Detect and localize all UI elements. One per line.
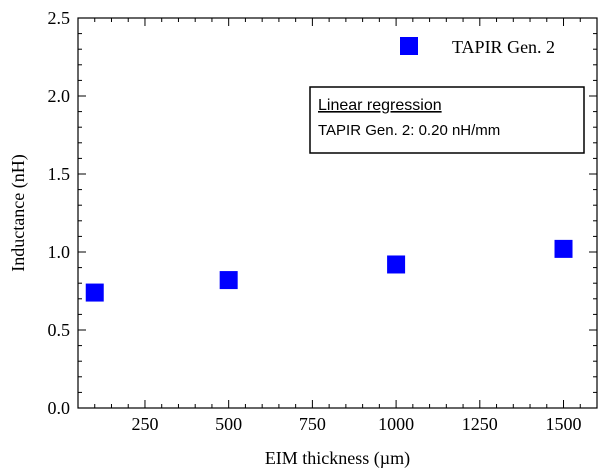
y-tick-label: 2.5 bbox=[48, 8, 71, 28]
y-tick-label: 0.0 bbox=[48, 398, 71, 418]
x-tick-label: 1250 bbox=[462, 414, 498, 434]
y-axis-title: Inductance (nH) bbox=[8, 154, 29, 271]
data-point bbox=[387, 255, 406, 274]
legend: TAPIR Gen. 2 bbox=[400, 37, 555, 57]
x-axis-ticks: 250 500 750 1000 1250 1500 bbox=[94, 18, 598, 434]
legend-marker-tapir-gen-2 bbox=[400, 37, 418, 55]
x-tick-label: 750 bbox=[299, 414, 326, 434]
data-point bbox=[85, 283, 104, 302]
plot-frame bbox=[77, 17, 598, 409]
x-axis-title: EIM thickness (µm) bbox=[265, 448, 410, 469]
x-tick-label: 250 bbox=[131, 414, 158, 434]
regression-annotation: Linear regression TAPIR Gen. 2: 0.20 nH/… bbox=[309, 86, 585, 154]
x-tick-label: 1500 bbox=[546, 414, 582, 434]
legend-label-tapir-gen-2: TAPIR Gen. 2 bbox=[452, 37, 555, 57]
data-point bbox=[219, 271, 238, 290]
y-tick-label: 2.0 bbox=[48, 86, 71, 106]
y-axis-ticks: 0.0 0.5 1.0 1.5 2.0 2.5 bbox=[48, 8, 597, 418]
annotation-box bbox=[309, 86, 585, 154]
annotation-title: Linear regression bbox=[318, 97, 442, 114]
data-point bbox=[554, 239, 573, 258]
data-points bbox=[85, 239, 573, 302]
y-tick-label: 1.0 bbox=[48, 242, 71, 262]
y-tick-label: 1.5 bbox=[48, 164, 71, 184]
x-tick-label: 1000 bbox=[378, 414, 414, 434]
y-tick-label: 0.5 bbox=[48, 320, 71, 340]
x-tick-label: 500 bbox=[215, 414, 242, 434]
annotation-text: TAPIR Gen. 2: 0.20 nH/mm bbox=[318, 122, 500, 139]
